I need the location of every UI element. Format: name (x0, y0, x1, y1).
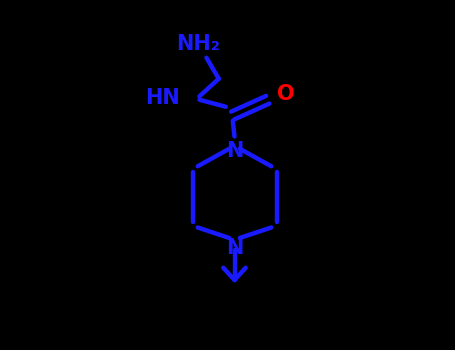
Text: HN: HN (146, 88, 180, 108)
Text: N: N (226, 238, 243, 259)
Text: NH₂: NH₂ (176, 34, 220, 54)
Text: O: O (277, 84, 294, 105)
Text: N: N (226, 140, 243, 161)
